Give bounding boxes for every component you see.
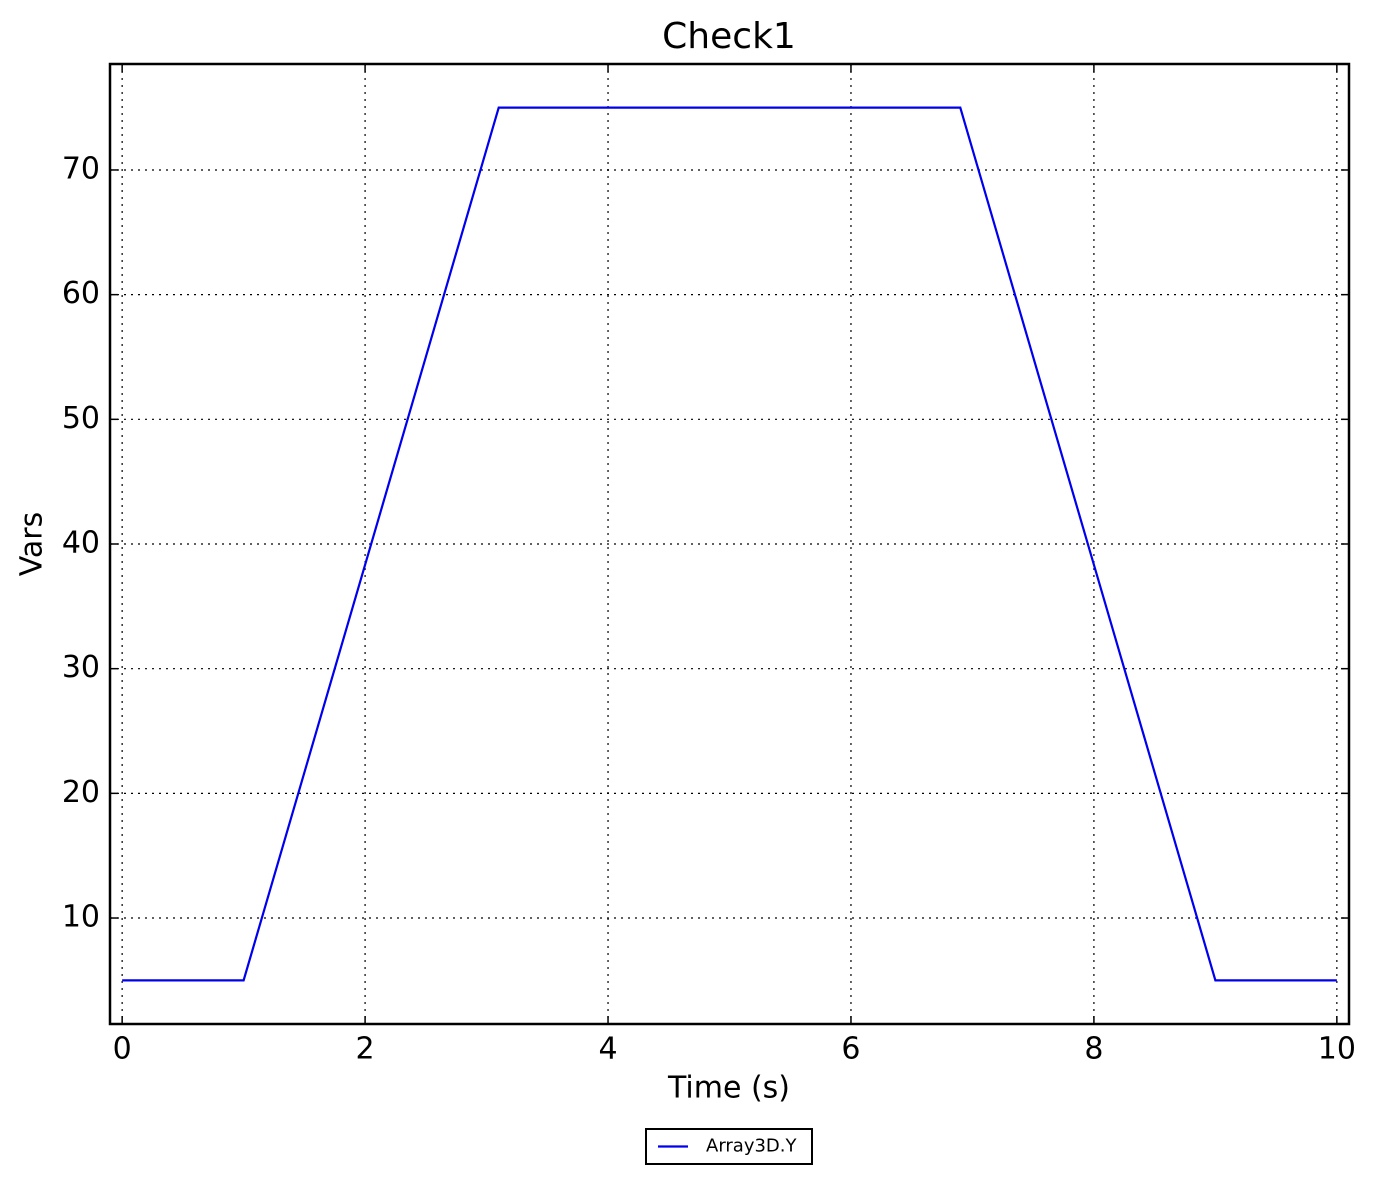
data-line bbox=[122, 106, 1337, 982]
x-tick-label: 2 bbox=[356, 1032, 375, 1067]
x-tick-label: 8 bbox=[1084, 1032, 1103, 1067]
y-tick-label: 20 bbox=[62, 775, 100, 810]
y-tick-label: 40 bbox=[62, 526, 100, 561]
y-tick-label: 30 bbox=[62, 650, 100, 685]
y-axis-label: Vars bbox=[15, 512, 50, 577]
y-tick-label: 70 bbox=[62, 151, 100, 186]
y-tick-label: 50 bbox=[62, 401, 100, 436]
x-tick-label: 4 bbox=[598, 1032, 617, 1067]
chart-title: Check1 bbox=[662, 16, 796, 57]
x-tick-label: 10 bbox=[1318, 1032, 1356, 1067]
legend-label: Array3D.Y bbox=[706, 1136, 798, 1157]
y-tick-label: 60 bbox=[62, 276, 100, 311]
x-axis-label: Time (s) bbox=[667, 1071, 790, 1106]
y-tick-label: 10 bbox=[62, 900, 100, 935]
x-tick-label: 6 bbox=[841, 1032, 860, 1067]
plot-frame bbox=[108, 62, 1351, 1026]
x-tick-label: 0 bbox=[113, 1032, 132, 1067]
